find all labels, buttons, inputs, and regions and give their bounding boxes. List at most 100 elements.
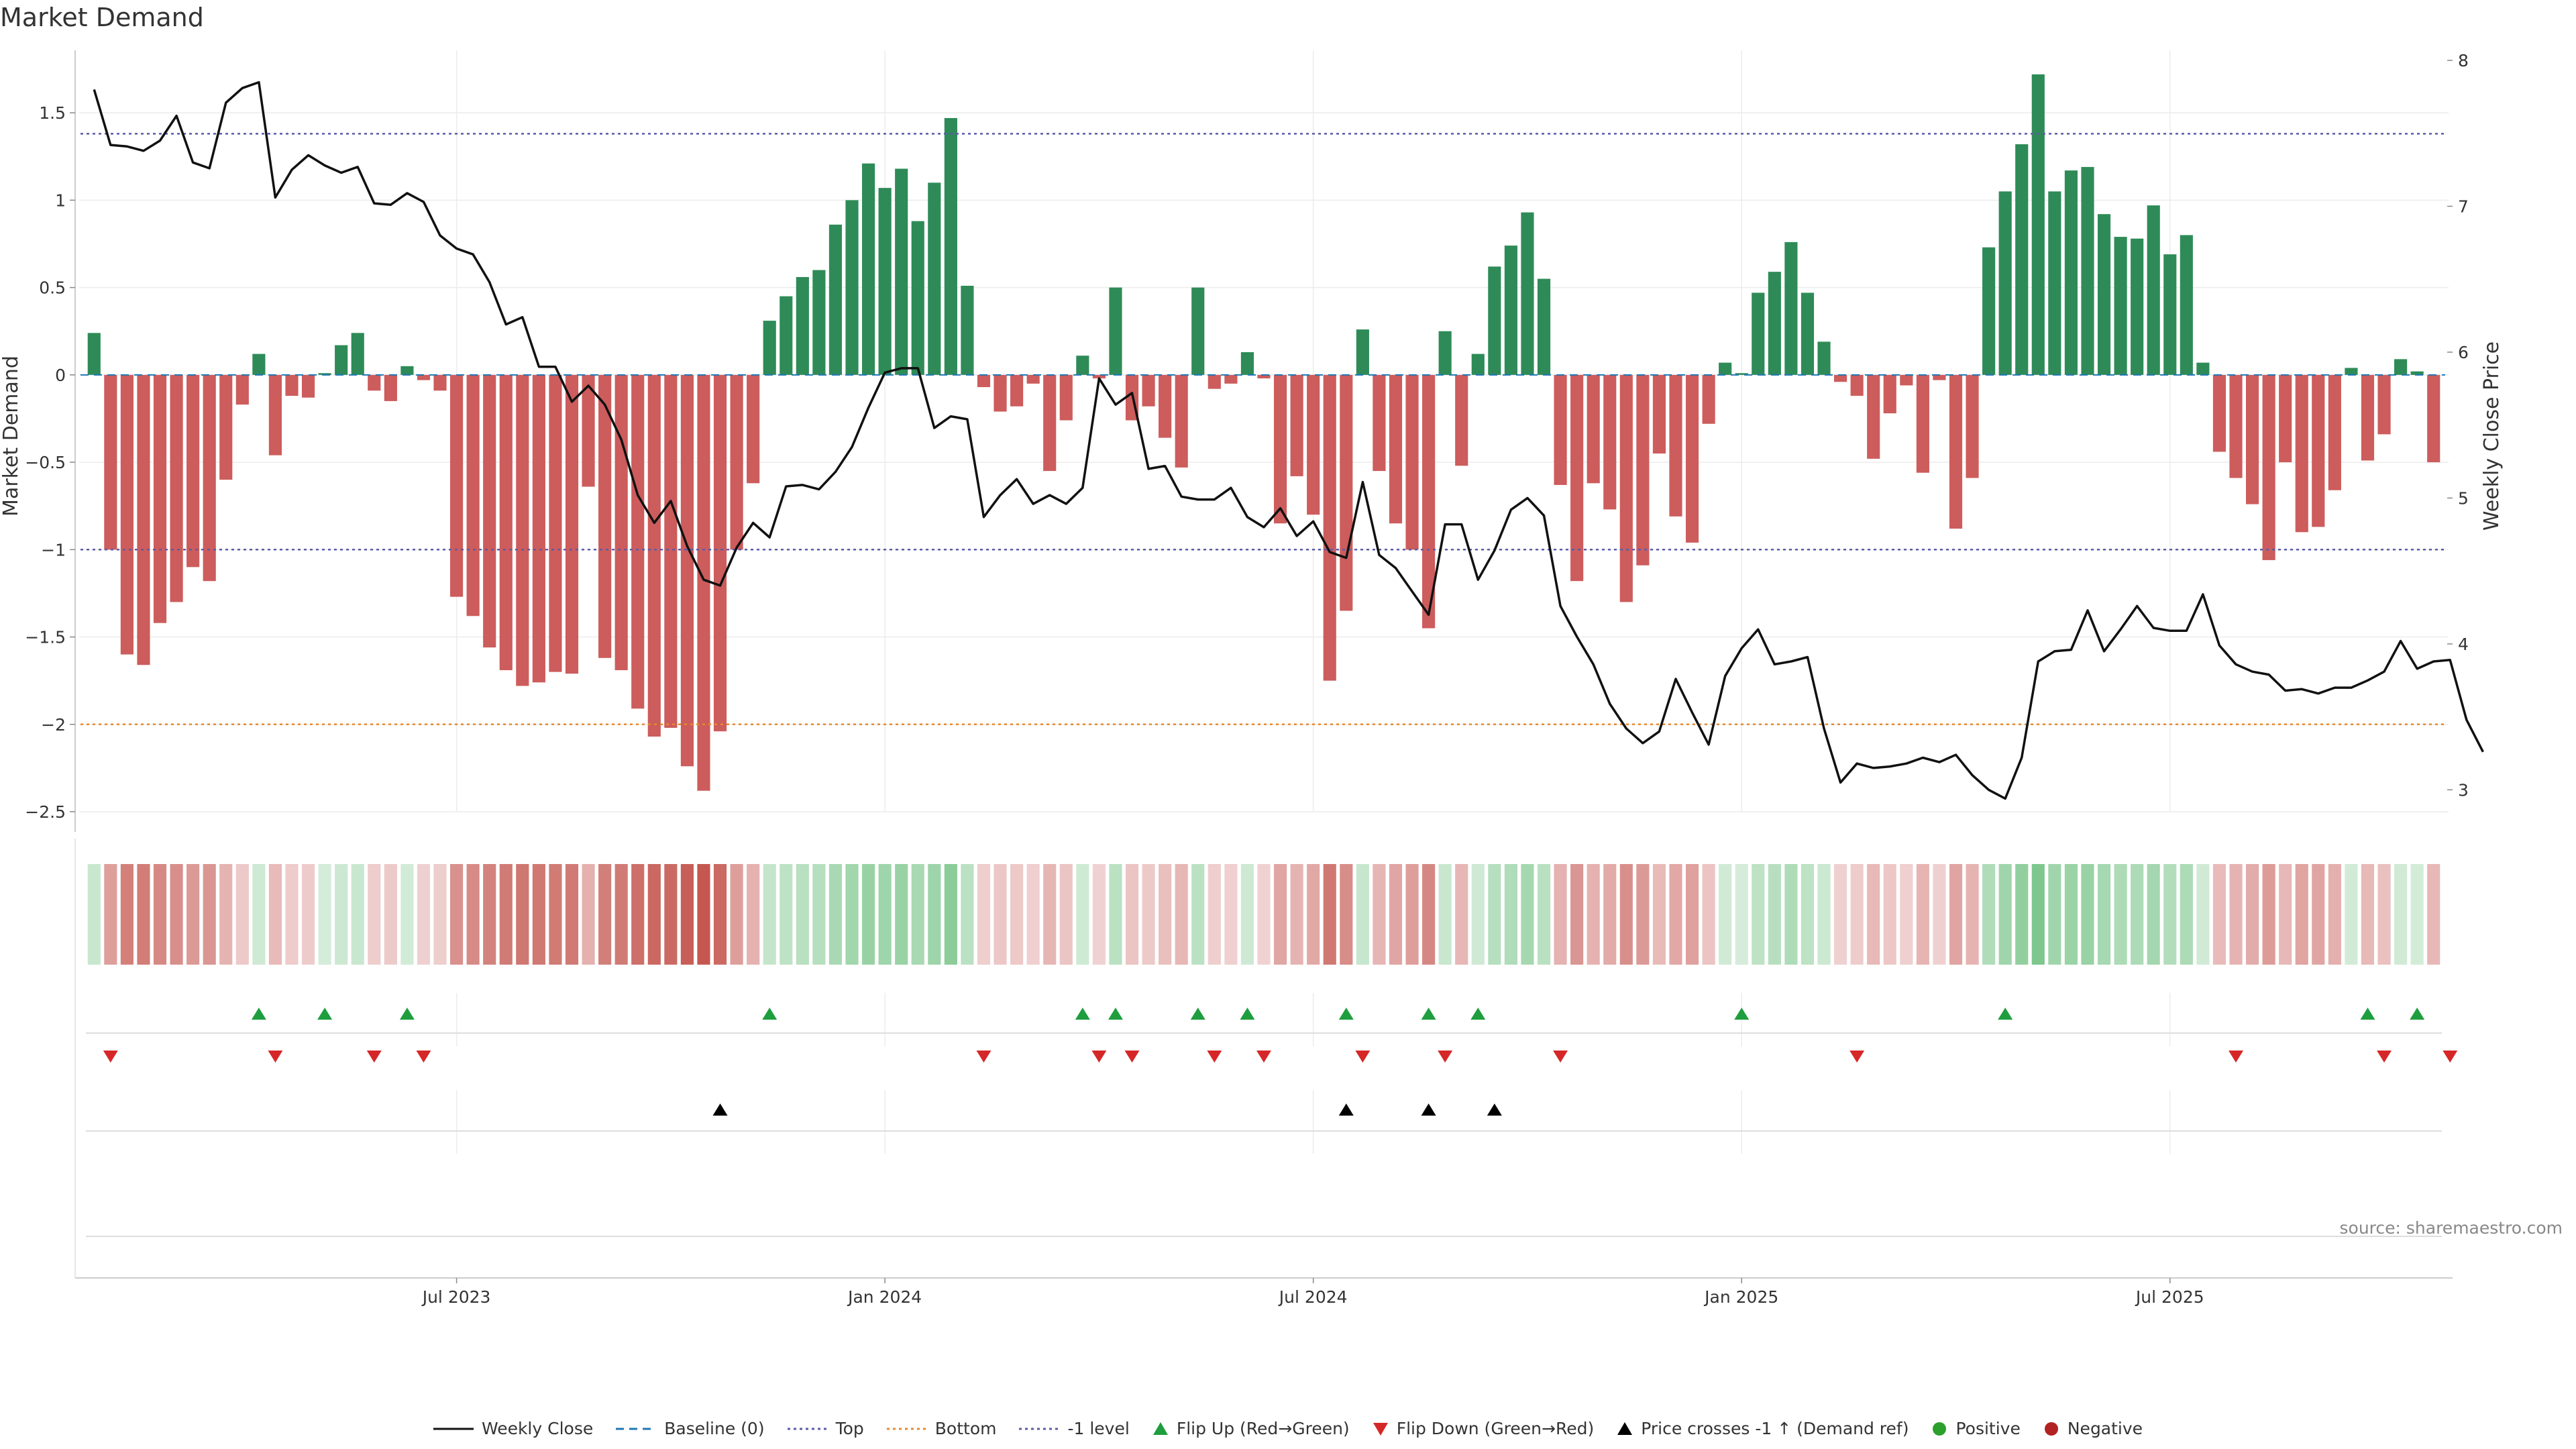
heat-strip-cell	[780, 864, 793, 965]
heat-strip-cell	[87, 864, 101, 965]
y-tick-label: −2	[41, 715, 66, 735]
heat-strip-cell	[2345, 864, 2358, 965]
demand-bar	[1916, 374, 1929, 473]
flip-up-marker	[1470, 1008, 1486, 1020]
demand-bar	[2064, 170, 2078, 375]
x-tick-label: Jan 2025	[1703, 1287, 1778, 1307]
y-tick-label: 1	[55, 191, 66, 210]
demand-bar	[1389, 374, 1403, 524]
heat-strip-cell	[747, 864, 760, 965]
heat-strip-cell	[680, 864, 694, 965]
circle-icon	[2044, 1421, 2058, 1436]
heat-strip-cell	[878, 864, 892, 965]
flip-up-marker	[1108, 1008, 1123, 1020]
heat-strip-cell	[1076, 864, 1089, 965]
x-tick-label: Jul 2023	[421, 1287, 491, 1307]
demand-bar	[2345, 368, 2358, 375]
demand-bar	[747, 374, 760, 484]
heat-strip-cell	[335, 864, 348, 965]
heat-strip-cell	[2394, 864, 2408, 965]
y-tick-label: 0	[55, 366, 66, 385]
demand-bar	[1356, 329, 1369, 375]
demand-bar	[1603, 374, 1617, 510]
demand-bar	[911, 221, 924, 375]
demand-bar	[1982, 247, 1996, 375]
demand-bar	[87, 333, 101, 375]
heat-strip-cell	[400, 864, 414, 965]
demand-bar	[2295, 374, 2308, 533]
demand-bar	[582, 374, 595, 487]
flip-down-marker	[1553, 1051, 1568, 1063]
heat-strip-cell	[697, 864, 710, 965]
demand-bar	[2163, 254, 2177, 375]
flip-down-marker	[1091, 1051, 1107, 1063]
y2-tick-label: 6	[2458, 343, 2469, 362]
demand-bar	[268, 374, 282, 455]
heat-strip-cell	[1834, 864, 1847, 965]
heat-strip-cell	[1504, 864, 1517, 965]
demand-bar	[1636, 374, 1650, 566]
demand-bar	[1521, 212, 1534, 375]
demand-bar	[2212, 374, 2226, 452]
heat-strip-cell	[1554, 864, 1567, 965]
heat-strip-cell	[1142, 864, 1155, 965]
y-tick-label: 0.5	[39, 278, 66, 298]
demand-bar	[285, 374, 299, 396]
demand-bar	[1998, 191, 2012, 375]
heat-strip-cell	[1883, 864, 1896, 965]
heat-strip-cell	[1307, 864, 1320, 965]
legend-item: Negative	[2043, 1419, 2143, 1438]
heat-strip-cell	[1405, 864, 1419, 965]
demand-bar	[845, 200, 859, 375]
heat-strip-cell	[2048, 864, 2061, 965]
flip-up-marker	[2410, 1008, 2425, 1020]
x-tick-label: Jul 2024	[1278, 1287, 1348, 1307]
heat-strip-cell	[1867, 864, 1880, 965]
heat-strip-cell	[2245, 864, 2259, 965]
heat-strip-cell	[1603, 864, 1617, 965]
heat-strip-cell	[1669, 864, 1682, 965]
heat-strip-cell	[1389, 864, 1403, 965]
demand-bar	[2114, 237, 2127, 375]
heat-strip-cell	[1570, 864, 1584, 965]
demand-bar	[532, 374, 545, 683]
flip-up-marker	[1190, 1008, 1205, 1020]
demand-bar	[977, 374, 991, 388]
demand-bar	[368, 374, 381, 391]
demand-bar	[763, 321, 776, 375]
heat-strip-cell	[483, 864, 496, 965]
demand-bar	[2394, 359, 2408, 375]
demand-bar	[1784, 241, 1798, 375]
demand-bar	[2361, 374, 2375, 461]
heat-strip-cell	[713, 864, 727, 965]
heat-strip-cell	[1801, 864, 1815, 965]
heat-strip-cell	[664, 864, 678, 965]
heat-strip-cell	[2196, 864, 2210, 965]
demand-bar	[944, 117, 957, 375]
heat-strip-cell	[1257, 864, 1271, 965]
heat-strip-cell	[1208, 864, 1221, 965]
weekly-close-line	[93, 80, 2484, 800]
demand-bar	[2377, 374, 2391, 435]
y2-tick-label: 5	[2458, 488, 2469, 508]
legend-label: -1 level	[1067, 1419, 1130, 1438]
demand-bar	[120, 374, 133, 655]
demand-bar	[647, 374, 661, 737]
demand-bar	[335, 345, 348, 375]
flip-down-marker	[2377, 1051, 2392, 1063]
flip-up-marker	[1998, 1008, 2013, 1020]
legend-item: Bottom	[886, 1419, 996, 1438]
triangle-down-icon	[1373, 1422, 1388, 1436]
demand-bar	[697, 374, 710, 791]
heat-strip-cell	[1340, 864, 1353, 965]
demand-bar	[516, 374, 529, 686]
price-cross-marker	[1421, 1104, 1436, 1116]
demand-bar	[203, 374, 216, 582]
legend-label: Positive	[1955, 1419, 2021, 1438]
heat-strip-cell	[1933, 864, 1946, 965]
demand-bar	[1966, 374, 1979, 478]
demand-bar	[153, 374, 167, 623]
flip-down-marker	[416, 1051, 431, 1063]
heat-strip-cell	[1438, 864, 1452, 965]
demand-bar	[1373, 374, 1386, 472]
